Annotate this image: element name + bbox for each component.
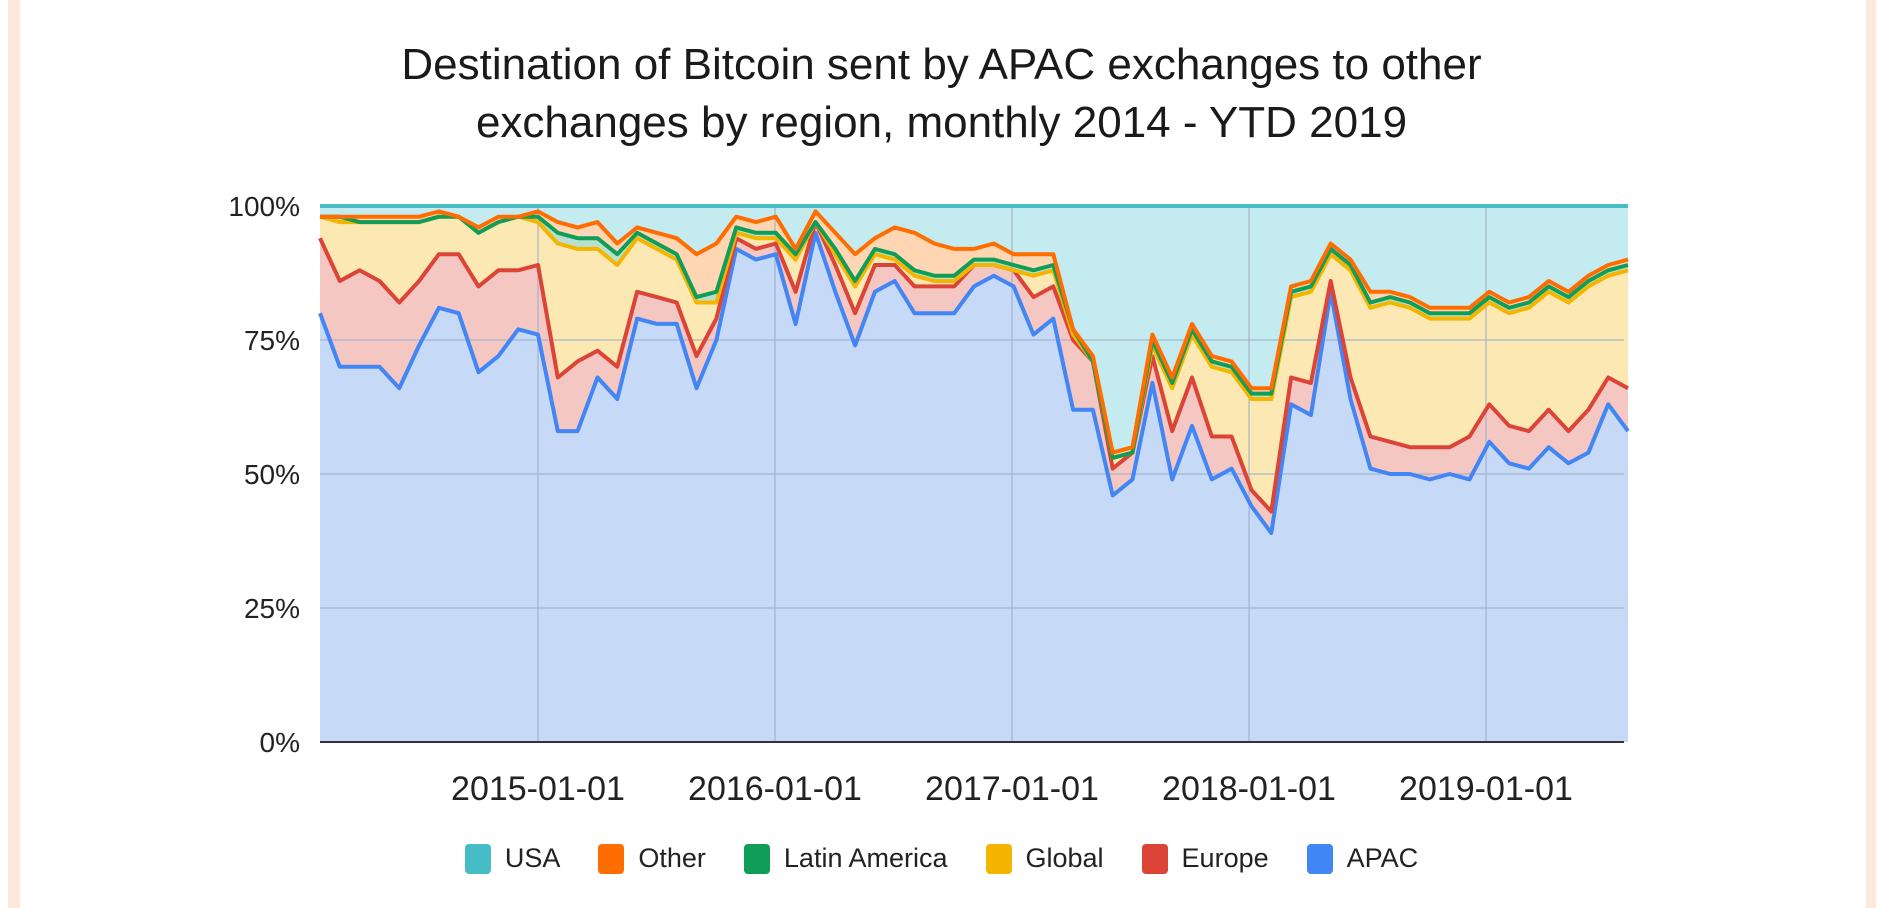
line-apac <box>318 230 1630 535</box>
area-apac <box>320 232 1628 743</box>
legend-item-europe: Europe <box>1141 843 1269 874</box>
x-tick-label: 2018-01-01 <box>1162 770 1336 808</box>
area-global <box>320 216 1628 512</box>
legend-label: Other <box>638 843 706 873</box>
x-tick-label: 2019-01-01 <box>1399 770 1573 808</box>
x-tick-label: 2016-01-01 <box>688 770 862 808</box>
legend-swatch <box>1306 843 1333 874</box>
legend-item-apac: APAC <box>1306 843 1419 874</box>
legend-item-other: Other <box>598 843 706 874</box>
y-tick-label: 50% <box>244 459 300 490</box>
legend-swatch <box>1141 843 1168 874</box>
chart-title-line-2: exchanges by region, monthly 2014 - YTD … <box>475 98 1408 147</box>
legend: USA Other Latin America Global Europe APAC <box>0 843 1883 874</box>
legend-label: Europe <box>1181 843 1269 873</box>
legend-item-usa: USA <box>464 843 561 874</box>
y-tick-label: 25% <box>244 593 300 624</box>
right-border-strip <box>1866 0 1876 908</box>
y-tick-label: 75% <box>244 325 300 356</box>
legend-label: APAC <box>1346 843 1419 873</box>
legend-swatch <box>985 843 1012 874</box>
y-axis-ticks: 0% 25% 50% 75% 100% <box>228 191 300 758</box>
x-axis-ticks: 2015-01-01 2016-01-01 2017-01-01 2018-01-01… <box>451 770 1573 808</box>
legend-label: USA <box>504 843 561 873</box>
line-other <box>320 209 1629 455</box>
left-border-strip <box>8 0 20 908</box>
y-tick-label: 0% <box>260 727 300 758</box>
legend-item-global: Global <box>985 843 1104 874</box>
x-tick-label: 2017-01-01 <box>925 770 1099 808</box>
legend-swatch <box>464 843 491 874</box>
chart-title: Destination of Bitcoin sent by APAC exch… <box>0 36 1883 152</box>
line-latin-america <box>320 214 1629 460</box>
y-tick-label: 100% <box>228 191 300 222</box>
line-global <box>319 214 1629 460</box>
x-tick-label: 2015-01-01 <box>451 770 625 808</box>
legend-label: Global <box>1025 843 1104 873</box>
legend-label: Latin America <box>783 843 948 873</box>
series-lines <box>318 204 1630 535</box>
legend-swatch <box>598 843 625 874</box>
legend-swatch <box>743 843 770 874</box>
legend-item-latin-america: Latin America <box>743 843 948 874</box>
area-europe <box>320 222 1628 533</box>
chart-title-line-1: Destination of Bitcoin sent by APAC exch… <box>401 40 1482 89</box>
area-usa <box>320 206 1628 453</box>
